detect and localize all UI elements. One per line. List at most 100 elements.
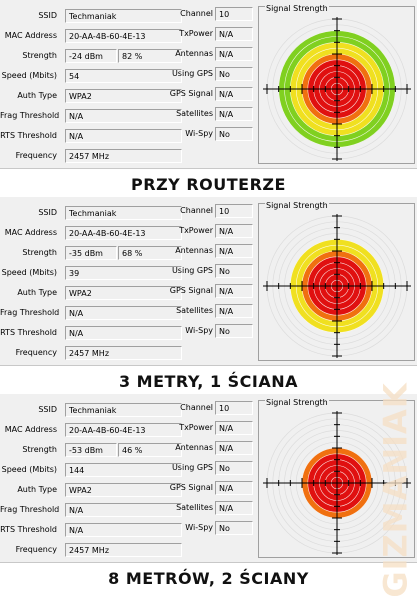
speed-label: Speed (Mbits): [1, 71, 57, 80]
frag-threshold-label: Frag Threshold: [0, 111, 60, 120]
frequency-label: Frequency: [15, 545, 57, 554]
scan-panel: SSID Techmaniak MAC Address 20-AA-4B-60-4E-…: [0, 0, 417, 169]
gps-signal-label: GPS Signal: [169, 483, 213, 492]
frag-threshold-field: N/A: [65, 503, 182, 517]
using-gps-field: No: [215, 264, 253, 278]
wi-spy-field: No: [215, 324, 253, 338]
rts-threshold-field: N/A: [65, 129, 182, 143]
panel-caption: PRZY ROUTERZE: [131, 175, 286, 194]
wi-spy-label: Wi-Spy: [185, 326, 213, 335]
auth-type-label: Auth Type: [17, 288, 57, 297]
antennas-label: Antennas: [175, 443, 213, 452]
antennas-field: N/A: [215, 244, 253, 258]
satellites-label: Satellites: [176, 503, 213, 512]
strength-field: -35 dBm: [65, 246, 117, 260]
ssid-label: SSID: [38, 405, 57, 414]
rts-threshold-field: N/A: [65, 523, 182, 537]
strength-field: 46 %: [118, 443, 182, 457]
speed-label: Speed (Mbits): [1, 268, 57, 277]
frequency-field: 2457 MHz: [65, 346, 182, 360]
strength-field: -53 dBm: [65, 443, 117, 457]
signal-strength-radar: [263, 411, 411, 555]
frag-threshold-field: N/A: [65, 109, 182, 123]
mac-address-label: MAC Address: [4, 228, 57, 237]
strength-field: 68 %: [118, 246, 182, 260]
antennas-field: N/A: [215, 47, 253, 61]
satellites-label: Satellites: [176, 109, 213, 118]
signal-strength-title: Signal Strength: [265, 4, 329, 14]
strength-label: Strength: [22, 51, 57, 60]
rts-threshold-field: N/A: [65, 326, 182, 340]
strength-field: 82 %: [118, 49, 182, 63]
speed-field: 54: [65, 69, 182, 83]
frequency-field: 2457 MHz: [65, 543, 182, 557]
gps-signal-field: N/A: [215, 284, 253, 298]
signal-strength-title: Signal Strength: [265, 201, 329, 211]
signal-strength-title: Signal Strength: [265, 398, 329, 408]
satellites-field: N/A: [215, 304, 253, 318]
gps-signal-label: GPS Signal: [169, 286, 213, 295]
antennas-field: N/A: [215, 441, 253, 455]
signal-strength-group: Signal Strength: [258, 201, 415, 361]
ssid-field: Techmaniak: [65, 206, 182, 220]
ssid-field: Techmaniak: [65, 403, 182, 417]
using-gps-label: Using GPS: [171, 266, 213, 275]
using-gps-field: No: [215, 67, 253, 81]
frag-threshold-label: Frag Threshold: [0, 505, 60, 514]
auth-type-label: Auth Type: [17, 485, 57, 494]
ssid-label: SSID: [38, 11, 57, 20]
frequency-label: Frequency: [15, 151, 57, 160]
txpower-label: TxPower: [179, 29, 213, 38]
gps-signal-field: N/A: [215, 87, 253, 101]
strength-field: -24 dBm: [65, 49, 117, 63]
channel-label: Channel: [180, 206, 213, 215]
satellites-label: Satellites: [176, 306, 213, 315]
txpower-field: N/A: [215, 27, 253, 41]
rts-threshold-label: RTS Threshold: [0, 328, 57, 337]
gps-signal-label: GPS Signal: [169, 89, 213, 98]
panel-caption: 8 METRÓW, 2 ŚCIANY: [108, 569, 309, 588]
channel-label: Channel: [180, 403, 213, 412]
speed-label: Speed (Mbits): [1, 465, 57, 474]
frag-threshold-label: Frag Threshold: [0, 308, 60, 317]
channel-field: 10: [215, 401, 253, 415]
frequency-field: 2457 MHz: [65, 149, 182, 163]
gps-signal-field: N/A: [215, 481, 253, 495]
using-gps-label: Using GPS: [171, 69, 213, 78]
wi-spy-field: No: [215, 521, 253, 535]
auth-type-field: WPA2: [65, 286, 182, 300]
antennas-label: Antennas: [175, 246, 213, 255]
channel-label: Channel: [180, 9, 213, 18]
txpower-label: TxPower: [179, 226, 213, 235]
rts-threshold-label: RTS Threshold: [0, 131, 57, 140]
signal-strength-group: Signal Strength: [258, 398, 415, 558]
using-gps-label: Using GPS: [171, 463, 213, 472]
txpower-field: N/A: [215, 224, 253, 238]
rts-threshold-label: RTS Threshold: [0, 525, 57, 534]
scan-panel: SSID Techmaniak MAC Address 20-AA-4B-60-4E-…: [0, 394, 417, 563]
satellites-field: N/A: [215, 501, 253, 515]
signal-strength-radar: [263, 17, 411, 161]
mac-address-label: MAC Address: [4, 31, 57, 40]
frag-threshold-field: N/A: [65, 306, 182, 320]
using-gps-field: No: [215, 461, 253, 475]
mac-address-field: 20-AA-4B-60-4E-13: [65, 423, 182, 437]
mac-address-field: 20-AA-4B-60-4E-13: [65, 226, 182, 240]
txpower-field: N/A: [215, 421, 253, 435]
auth-type-field: WPA2: [65, 483, 182, 497]
antennas-label: Antennas: [175, 49, 213, 58]
wi-spy-label: Wi-Spy: [185, 129, 213, 138]
mac-address-label: MAC Address: [4, 425, 57, 434]
satellites-field: N/A: [215, 107, 253, 121]
strength-label: Strength: [22, 248, 57, 257]
ssid-label: SSID: [38, 208, 57, 217]
wi-spy-label: Wi-Spy: [185, 523, 213, 532]
auth-type-field: WPA2: [65, 89, 182, 103]
signal-strength-radar: [263, 214, 411, 358]
ssid-field: Techmaniak: [65, 9, 182, 23]
auth-type-label: Auth Type: [17, 91, 57, 100]
txpower-label: TxPower: [179, 423, 213, 432]
mac-address-field: 20-AA-4B-60-4E-13: [65, 29, 182, 43]
speed-field: 39: [65, 266, 182, 280]
wi-spy-field: No: [215, 127, 253, 141]
